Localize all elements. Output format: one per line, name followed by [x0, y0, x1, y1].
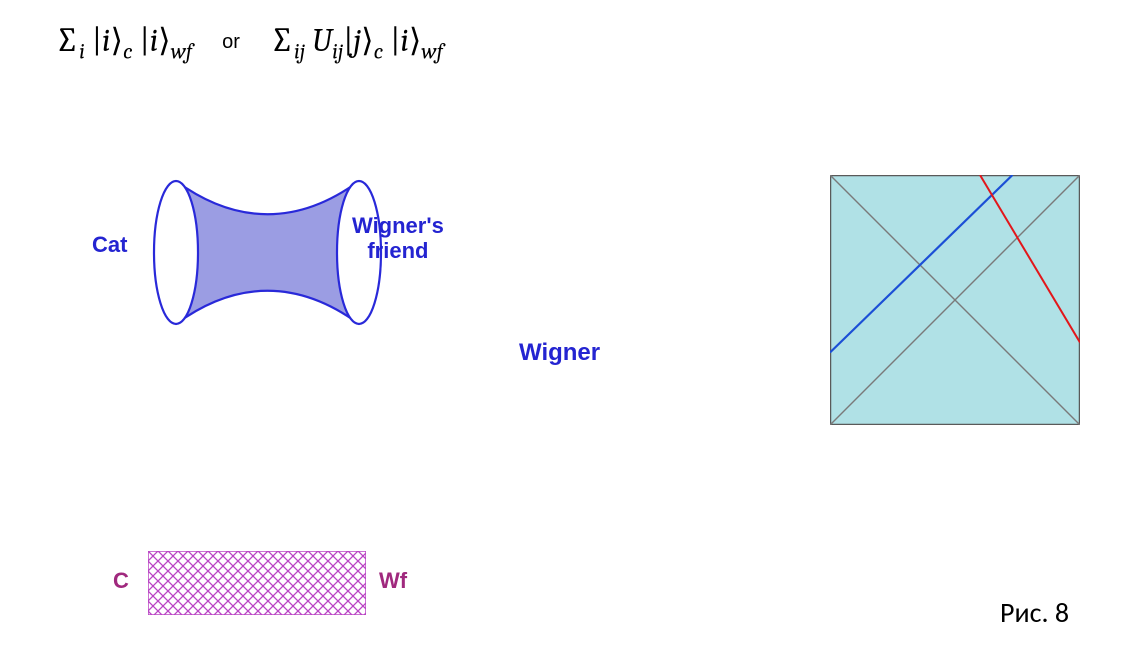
figure-label: Рис. 8: [1000, 595, 1069, 630]
cat-label: Cat: [92, 232, 127, 257]
hatched-rectangle: [148, 551, 366, 619]
formula-1: ∑i |i⟩c |i⟩wf: [55, 20, 192, 64]
wigner-label: Wigner: [519, 339, 600, 367]
wigners-friend-label: Wigner's friend: [352, 213, 444, 264]
formula-2: ∑ij Uij|j⟩c |i⟩wf: [270, 20, 443, 64]
wf-label: Wf: [379, 568, 407, 594]
formula-row: ∑i |i⟩c |i⟩wf or ∑ij Uij|j⟩c |i⟩wf: [55, 20, 443, 64]
square-diagram: [830, 175, 1080, 429]
wormhole-diagram: [150, 175, 385, 334]
c-label: C: [113, 568, 129, 594]
or-text: or: [222, 31, 240, 54]
